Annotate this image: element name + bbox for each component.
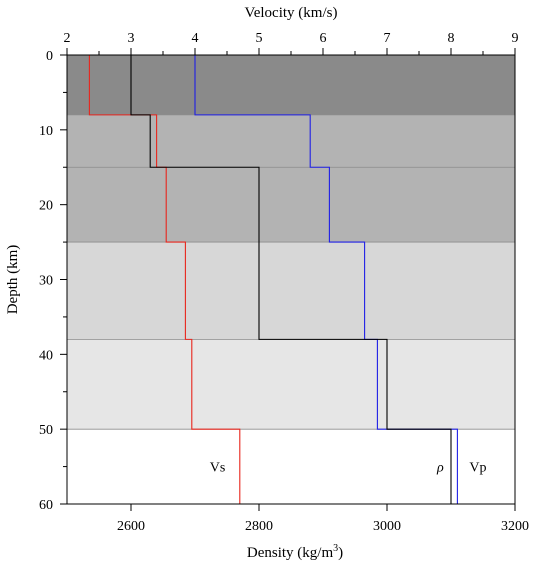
layer-band-5: [67, 429, 515, 504]
label-vp: Vp: [469, 461, 486, 476]
profile-series: [88, 55, 458, 504]
layer-band-1: [67, 114, 515, 168]
velocity-tick-label: 3: [128, 31, 135, 46]
depth-tick-label: 0: [46, 49, 53, 64]
density-axis-title-suffix: ): [338, 545, 343, 561]
density-tick-label: 2600: [117, 519, 145, 534]
layer-band-3: [67, 242, 515, 340]
velocity-tick-label: 9: [512, 31, 519, 46]
depth-tick-label: 30: [39, 274, 53, 289]
layer-band-2: [67, 167, 515, 243]
layer-band-0: [67, 55, 515, 115]
label-density: ρ: [436, 461, 444, 476]
layer-boundaries: [67, 114, 515, 430]
depth-tick-label: 40: [39, 348, 53, 363]
velocity-tick-label: 2: [64, 31, 71, 46]
layer-band-4: [67, 339, 515, 430]
crustal-layer-bands: [67, 55, 515, 504]
velocity-tick-label: 8: [448, 31, 455, 46]
label-vs: Vs: [210, 461, 226, 476]
series-density-line: [130, 55, 452, 504]
depth-tick-label: 20: [39, 199, 53, 214]
density-axis-title-prefix: Density (kg/m: [247, 545, 334, 561]
curve-annotations: Vs ρ Vp: [210, 461, 487, 476]
velocity-axis-title: Velocity (km/s): [245, 5, 338, 21]
depth-axis-title: Depth (km): [5, 245, 21, 315]
depth-tick-label: 60: [39, 498, 53, 513]
density-tick-label: 3200: [501, 519, 529, 534]
velocity-tick-label: 6: [320, 31, 327, 46]
density-tick-label: 2800: [245, 519, 273, 534]
velocity-tick-label: 4: [192, 31, 199, 46]
density-axis-title-superscript: 3: [333, 543, 338, 554]
density-tick-label: 3000: [373, 519, 401, 534]
velocity-tick-label: 7: [384, 31, 391, 46]
density-axis-title: Density (kg/m3): [247, 543, 343, 561]
depth-tick-label: 10: [39, 124, 53, 139]
velocity-tick-label: 5: [256, 31, 263, 46]
depth-tick-label: 50: [39, 423, 53, 438]
axis-ticks: 2 3 4 5 6 7 8 9 2600 2800 3000 3200 0 10 20 30 40 50 60: [39, 31, 529, 534]
